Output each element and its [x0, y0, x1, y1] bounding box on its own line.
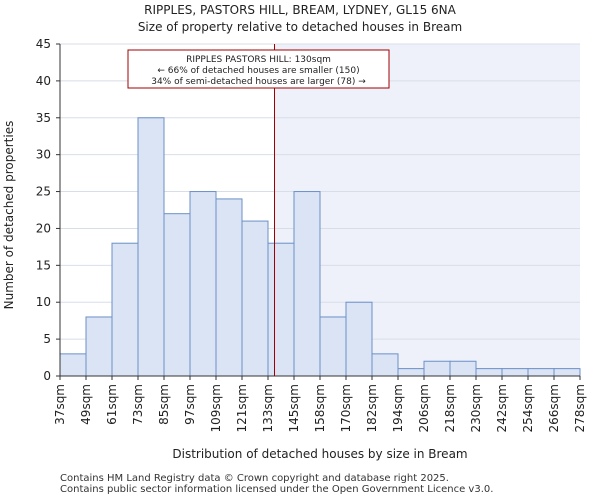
x-tick-label: 158sqm	[313, 384, 327, 432]
bar	[475, 368, 503, 377]
y-axis-label: Number of detached properties	[2, 121, 16, 310]
annotation-box	[127, 49, 390, 89]
y-tick-label: 20	[36, 221, 51, 235]
bar	[163, 213, 191, 377]
bar	[267, 242, 295, 377]
x-tick-label: 230sqm	[469, 384, 483, 432]
y-tick-label: 10	[36, 295, 51, 309]
y-tick-label: 45	[36, 37, 51, 51]
x-tick-label: 61sqm	[105, 384, 119, 425]
x-axis-label: Distribution of detached houses by size …	[172, 447, 467, 461]
y-tick-label: 15	[36, 258, 51, 272]
x-tick-label: 49sqm	[79, 384, 93, 425]
bar	[85, 316, 113, 377]
y-tick-label: 40	[36, 74, 51, 88]
x-tick-label: 85sqm	[157, 384, 171, 425]
bar	[371, 353, 399, 377]
bar	[59, 353, 87, 377]
y-tick-label: 5	[43, 332, 51, 346]
x-tick-label: 145sqm	[287, 384, 301, 432]
x-tick-label: 133sqm	[261, 384, 275, 432]
bar	[501, 368, 529, 377]
bar	[293, 191, 321, 377]
plot-area: 0 5 10 15 20 25 30 35 40 45 37sqm 49sqm 61sqm 73sqm 85…	[36, 37, 587, 432]
x-tick-label: 194sqm	[391, 384, 405, 432]
y-tick-label: 30	[36, 148, 51, 162]
y-tick-label: 35	[36, 111, 51, 125]
chart-title-line2: Size of property relative to detached ho…	[138, 20, 462, 34]
x-tick-label: 206sqm	[417, 384, 431, 432]
bar	[215, 198, 243, 377]
x-tick-label: 121sqm	[235, 384, 249, 432]
x-tick-label: 109sqm	[209, 384, 223, 432]
y-tick-label: 25	[36, 185, 51, 199]
x-tick-label: 170sqm	[339, 384, 353, 432]
bar	[319, 316, 347, 377]
bar	[397, 368, 425, 377]
footer-line1: Contains HM Land Registry data © Crown c…	[60, 473, 449, 484]
bar	[111, 242, 139, 377]
y-tick-label: 0	[43, 369, 51, 383]
annotation-line: RIPPLES PASTORS HILL: 130sqm	[186, 55, 331, 65]
bar	[241, 220, 269, 377]
x-tick-label: 254sqm	[521, 384, 535, 432]
x-tick-label: 37sqm	[53, 384, 67, 425]
x-tick-label: 73sqm	[131, 384, 145, 425]
annotation-line: 34% of semi-detached houses are larger (…	[151, 77, 366, 87]
x-tick-label: 242sqm	[495, 384, 509, 432]
bar	[553, 368, 581, 377]
bar	[527, 368, 555, 377]
bar	[449, 360, 477, 377]
x-tick-label: 218sqm	[443, 384, 457, 432]
chart-title-line1: RIPPLES, PASTORS HILL, BREAM, LYDNEY, GL…	[144, 3, 456, 17]
bar	[345, 301, 373, 377]
x-tick-label: 278sqm	[573, 384, 587, 432]
x-tick-label: 97sqm	[183, 384, 197, 425]
x-tick-label: 266sqm	[547, 384, 561, 432]
bar	[189, 191, 217, 377]
annotation-line: ← 66% of detached houses are smaller (15…	[157, 66, 359, 76]
x-tick-label: 182sqm	[365, 384, 379, 432]
bar	[137, 117, 165, 377]
footer-line2: Contains public sector information licen…	[60, 484, 494, 495]
bar	[423, 360, 451, 377]
